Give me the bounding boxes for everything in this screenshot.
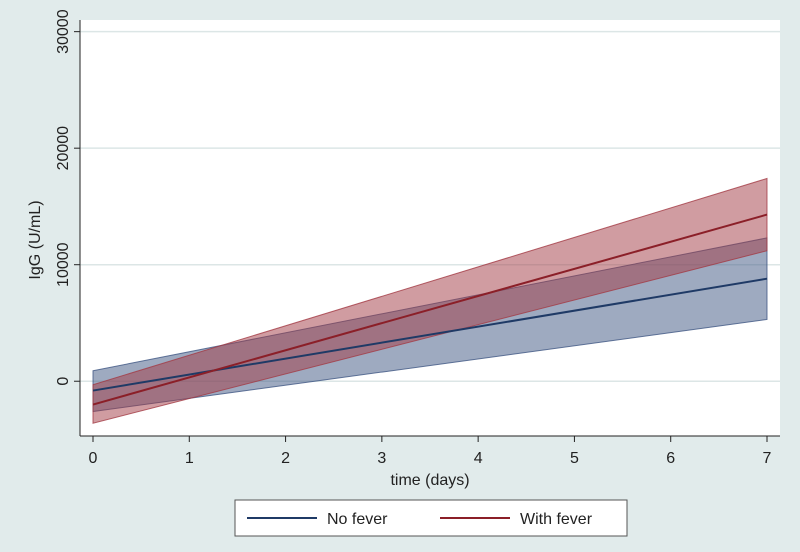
x-tick-label: 3 [377, 450, 386, 467]
y-tick-label: 20000 [55, 126, 72, 171]
x-tick-label: 6 [666, 450, 675, 467]
x-tick-label: 5 [570, 450, 579, 467]
x-tick-label: 4 [474, 450, 483, 467]
x-tick-label: 1 [185, 450, 194, 467]
legend: No fever With fever [234, 499, 628, 537]
y-axis-title: IgG (U/mL) [27, 200, 44, 279]
fit-line-with-fever [92, 213, 768, 406]
x-tick-label: 7 [763, 450, 772, 467]
x-tick-label: 0 [89, 450, 98, 467]
x-tick-label: 2 [281, 450, 290, 467]
x-axis-title: time (days) [390, 472, 469, 489]
axes [79, 20, 780, 437]
x-ticks: 0 1 2 3 4 5 6 7 [89, 436, 772, 467]
legend-label-with-fever: With fever [520, 511, 593, 528]
y-ticks: 0 10000 20000 30000 [55, 9, 80, 386]
y-tick-label: 30000 [55, 9, 72, 54]
legend-label-no-fever: No fever [327, 511, 388, 528]
fit-lines [92, 213, 768, 406]
y-tick-label: 0 [55, 377, 72, 386]
y-tick-label: 10000 [55, 242, 72, 287]
